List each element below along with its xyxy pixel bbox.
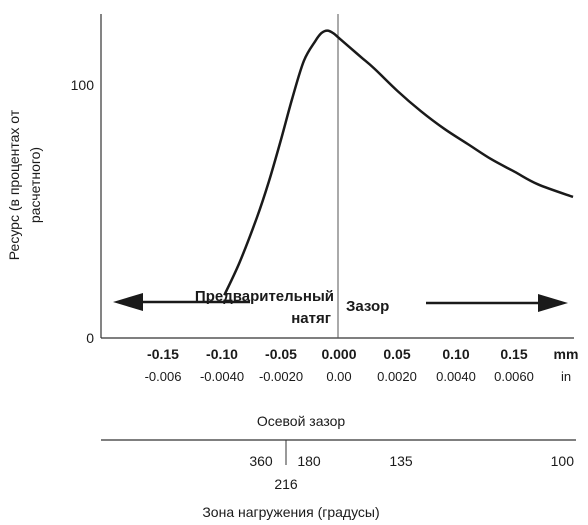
x-in-tick: 0.00 <box>326 369 351 384</box>
y-tick-0: 0 <box>86 330 94 346</box>
x-mm-tick: 0.05 <box>383 346 410 362</box>
load-zone-tick-135: 135 <box>389 453 413 469</box>
x-mm-tick: 0.000 <box>321 346 356 362</box>
load-zone-tick-180: 180 <box>297 453 321 469</box>
series-line <box>223 29 574 296</box>
x-in-tick: 0.0020 <box>377 369 417 384</box>
x-mm-unit: mm <box>554 346 579 362</box>
y-axis-label-line1: Ресурс (в процентах от <box>6 109 22 260</box>
x-in-tick: -0.0020 <box>259 369 303 384</box>
load-zone-tick-216-label: 216 <box>274 476 298 492</box>
x-mm-tick: 0.10 <box>442 346 469 362</box>
x-mm-tick: -0.15 <box>147 346 179 362</box>
annotation-preload-line1: Предварительный <box>195 288 334 305</box>
x-in-tick: -0.006 <box>145 369 182 384</box>
x-axis-label: Осевой зазор <box>257 413 346 429</box>
x-in-tick: 0.0040 <box>436 369 476 384</box>
load-zone-tick-360: 360 <box>249 453 273 469</box>
clearance-arrow-head <box>538 294 568 312</box>
x-mm-tick: -0.10 <box>206 346 238 362</box>
x-mm-tick: 0.15 <box>500 346 527 362</box>
load-zone-label: Зона нагружения (градусы) <box>202 504 379 520</box>
x-mm-tick-labels: -0.15 -0.10 -0.05 0.000 0.05 0.10 0.15 m… <box>147 346 578 362</box>
x-mm-tick: -0.05 <box>265 346 297 362</box>
annotation-clearance: Зазор <box>346 298 389 315</box>
preload-arrow-head <box>113 293 143 311</box>
load-zone-tick-100: 100 <box>551 453 575 469</box>
y-axis-label-line2: расчетного) <box>27 147 43 223</box>
x-in-tick-labels: -0.006 -0.0040 -0.0020 0.00 0.0020 0.004… <box>145 369 572 384</box>
x-in-tick: 0.0060 <box>494 369 534 384</box>
x-in-tick: -0.0040 <box>200 369 244 384</box>
x-in-unit: in <box>561 369 571 384</box>
y-tick-100: 100 <box>71 77 95 93</box>
annotation-preload-line2: натяг <box>291 310 331 327</box>
